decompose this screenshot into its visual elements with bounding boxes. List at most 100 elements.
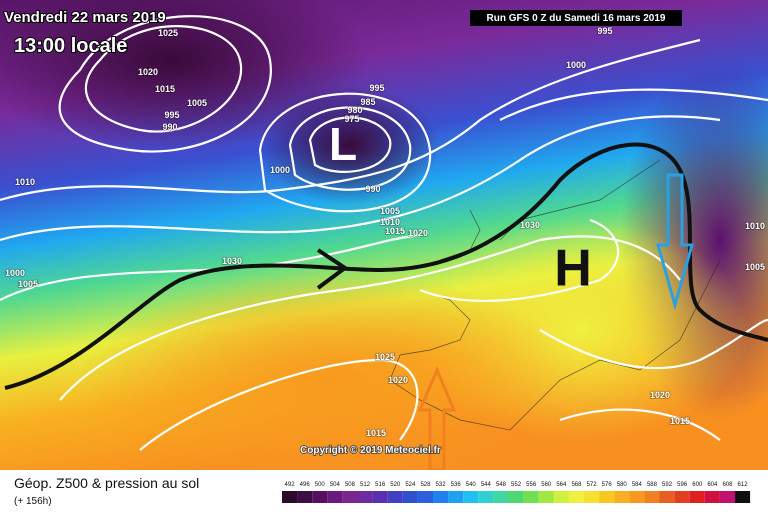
scale-swatch	[674, 491, 690, 503]
scale-swatch	[357, 491, 373, 503]
scale-label: 512	[360, 482, 371, 488]
pressure-labels: 1025102010151005995990995100099598598097…	[4, 25, 766, 439]
pressure-label: 1010	[745, 221, 765, 231]
scale-swatch	[735, 491, 751, 503]
scale-swatch	[508, 491, 524, 503]
scale-swatch	[568, 491, 584, 503]
scale-swatch	[478, 491, 494, 503]
scale-swatch	[372, 491, 388, 503]
pressure-label: 1020	[138, 67, 158, 77]
pressure-label: 1010	[15, 177, 35, 187]
scale-label: 564	[556, 482, 567, 488]
scale-label: 496	[300, 482, 311, 488]
scale-swatch	[417, 491, 433, 503]
scale-label: 568	[571, 482, 582, 488]
warm-area	[80, 270, 580, 490]
scale-swatch	[448, 491, 464, 503]
run-info: Run GFS 0 Z du Samedi 16 mars 2019	[487, 13, 666, 24]
scale-label: 524	[405, 482, 416, 488]
scale-label: 552	[511, 482, 522, 488]
pressure-label: 1030	[222, 256, 242, 266]
pressure-label: 1025	[375, 352, 395, 362]
scale-swatch	[433, 491, 449, 503]
pressure-label: 1015	[366, 428, 386, 438]
scale-label: 532	[436, 482, 447, 488]
scale-swatch	[704, 491, 720, 503]
pressure-label: 1020	[408, 228, 428, 238]
footer: Géop. Z500 & pression au sol (+ 156h) 49…	[0, 470, 768, 512]
forecast-date: Vendredi 22 mars 2019	[4, 9, 166, 26]
scale-swatch	[629, 491, 645, 503]
pressure-label: 1010	[380, 217, 400, 227]
scale-swatch	[538, 491, 554, 503]
pressure-label: 990	[162, 122, 177, 132]
pressure-label: 1000	[566, 60, 586, 70]
cold-arrow	[656, 173, 694, 311]
high-label: H	[554, 240, 592, 298]
scale-label: 528	[420, 482, 431, 488]
scale-label: 612	[738, 482, 749, 488]
scale-label: 492	[285, 482, 296, 488]
color-scale: 492 496 500 504 508 512 516 520 524 528 532 536 540 5…	[282, 482, 751, 503]
scale-swatch	[297, 491, 313, 503]
scale-label: 536	[451, 482, 462, 488]
scale-label: 572	[587, 482, 598, 488]
scale-swatch	[689, 491, 705, 503]
scale-label: 560	[541, 482, 552, 488]
pressure-label: 1015	[385, 226, 405, 236]
pressure-label: 1005	[745, 262, 765, 272]
scale-label: 576	[602, 482, 613, 488]
scale-label: 544	[481, 482, 492, 488]
pressure-label: 1005	[380, 206, 400, 216]
scale-label: 596	[677, 482, 688, 488]
pressure-label: 1000	[270, 165, 290, 175]
forecast-time: 13:00 locale	[14, 35, 127, 57]
pressure-label: 1015	[670, 416, 690, 426]
pressure-label: 1020	[388, 375, 408, 385]
scale-label: 580	[617, 482, 628, 488]
pressure-label: 1005	[187, 98, 207, 108]
scale-swatch	[493, 491, 509, 503]
scale-label: 508	[345, 482, 356, 488]
pressure-label: 975	[344, 114, 359, 124]
scale-swatch	[282, 491, 298, 503]
scale-label: 556	[526, 482, 537, 488]
scale-label: 548	[496, 482, 507, 488]
scale-swatch	[614, 491, 630, 503]
scale-swatch	[553, 491, 569, 503]
scale-label: 588	[647, 482, 658, 488]
scale-swatch	[584, 491, 600, 503]
pressure-label: 980	[347, 105, 362, 115]
scale-swatch	[659, 491, 675, 503]
pressure-label: 1000	[5, 268, 25, 278]
scale-swatch	[402, 491, 418, 503]
pressure-label: 1030	[520, 220, 540, 230]
pressure-label: 1015	[155, 84, 175, 94]
scale-swatch	[463, 491, 479, 503]
run-box	[470, 10, 682, 26]
low-area	[260, 85, 440, 205]
scale-label: 600	[692, 482, 703, 488]
footer-title: Géop. Z500 & pression au sol	[14, 475, 199, 491]
pressure-label: 990	[365, 184, 380, 194]
scale-swatch	[342, 491, 358, 503]
warm-arrow	[417, 366, 457, 472]
pressure-label: 995	[369, 83, 384, 93]
scale-swatch	[387, 491, 403, 503]
scale-swatch	[599, 491, 615, 503]
scale-label: 604	[707, 482, 718, 488]
copyright: Copyright © 2019 Meteociel.fr	[300, 445, 441, 456]
scale-swatch	[719, 491, 735, 503]
scale-swatch	[644, 491, 660, 503]
scale-swatch	[327, 491, 343, 503]
scale-swatch	[312, 491, 328, 503]
scale-label: 584	[632, 482, 643, 488]
scale-label: 608	[722, 482, 733, 488]
scale-label: 520	[390, 482, 401, 488]
scale-swatch	[523, 491, 539, 503]
scale-label: 504	[330, 482, 341, 488]
pressure-label: 995	[597, 26, 612, 36]
pressure-label: 995	[164, 110, 179, 120]
jet-stream	[4, 142, 768, 390]
